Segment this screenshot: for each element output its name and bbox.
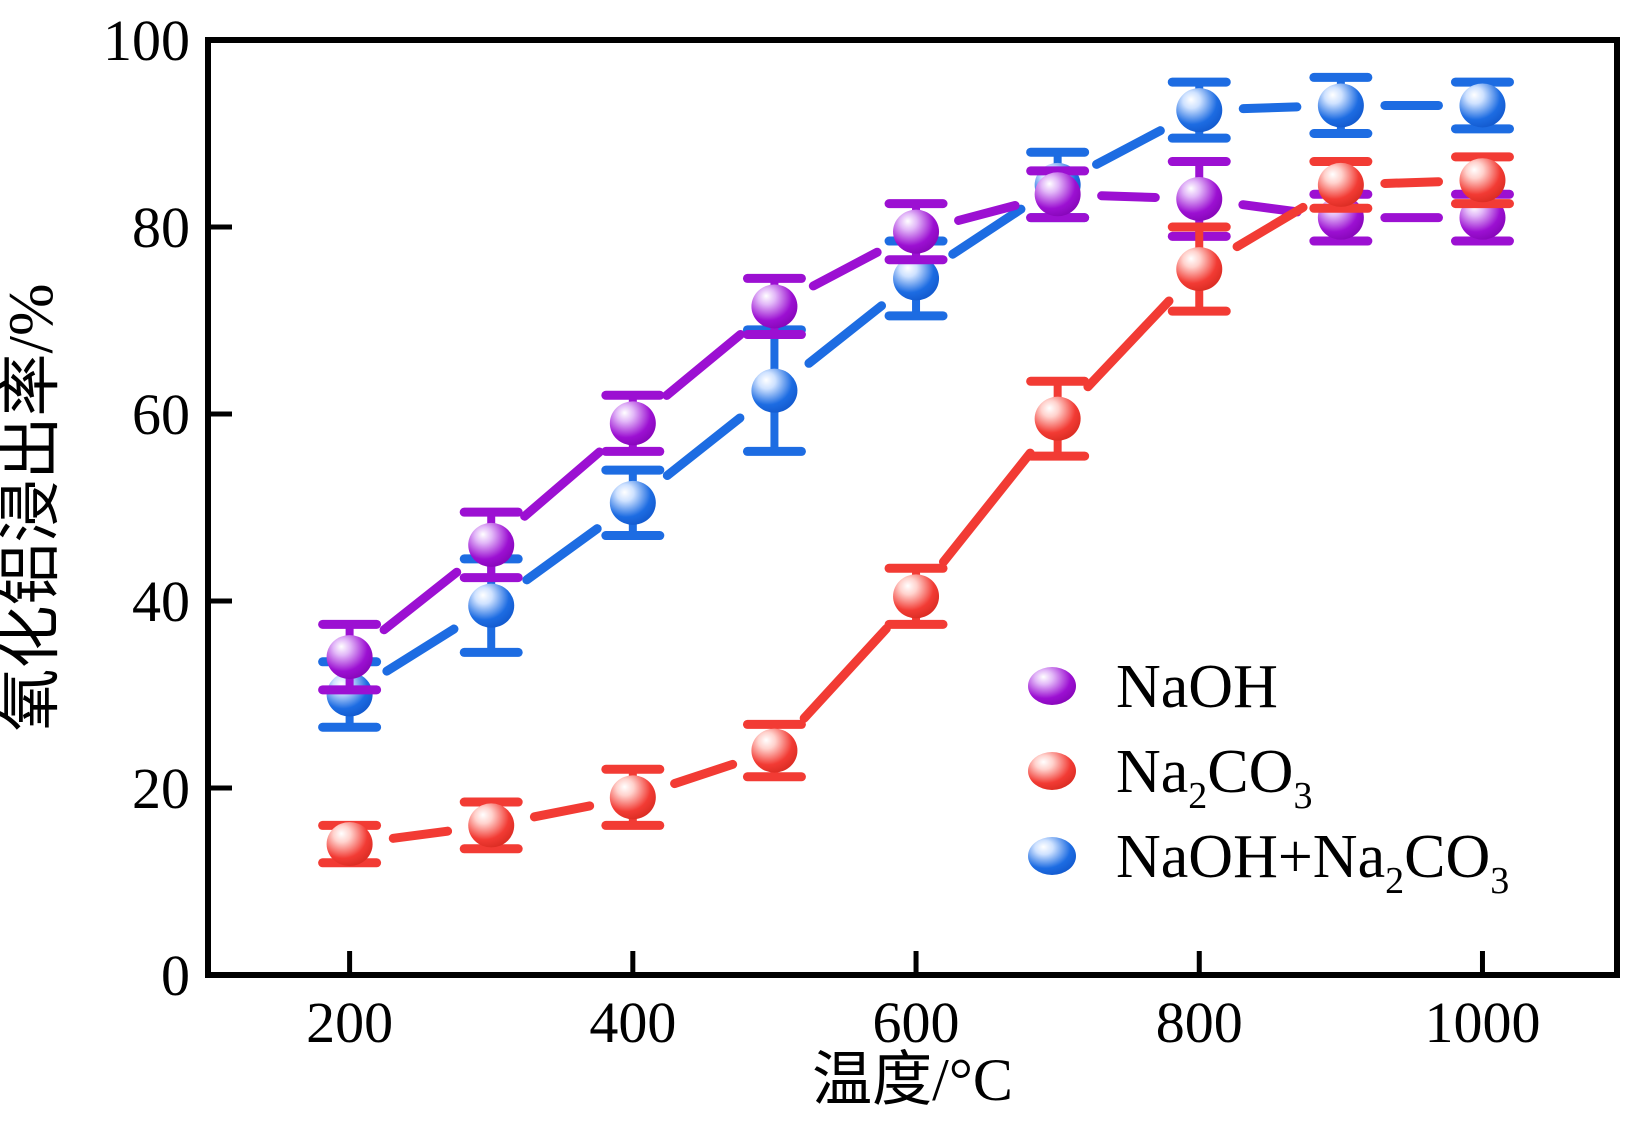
- series-line-segment: [1097, 191, 1160, 202]
- data-point-marker: [326, 672, 373, 717]
- legend-label-subscript: 2: [1188, 775, 1207, 817]
- y-tick-label: 60: [132, 382, 190, 447]
- series-line-segment: [388, 826, 453, 843]
- data-point-marker: [609, 401, 656, 446]
- y-tick-label: 40: [132, 569, 190, 634]
- legend-label-NaOH+Na2CO3: NaOH+Na2CO3: [1116, 823, 1509, 902]
- data-point-marker: [1317, 83, 1364, 128]
- data-point-marker: [1034, 396, 1081, 441]
- y-tick-label: 80: [132, 195, 190, 260]
- data-point-marker: [326, 822, 373, 867]
- data-point-marker: [468, 803, 515, 848]
- series-line-segment: [520, 447, 604, 521]
- series-line-segment: [662, 329, 745, 400]
- data-point-marker: [751, 728, 798, 773]
- data-point-marker: [609, 775, 656, 820]
- legend-label-text: CO: [1207, 738, 1293, 806]
- y-tick-label: 100: [103, 8, 190, 73]
- data-point-marker: [751, 284, 798, 329]
- legend-label-subscript: 3: [1293, 775, 1312, 817]
- y-tick-label: 20: [132, 756, 190, 821]
- y-axis-label: 氧化铝浸出率/%: [0, 284, 66, 732]
- legend-marker-Na2CO3: [1028, 752, 1076, 790]
- data-point-marker: [1176, 247, 1223, 292]
- data-point-marker: [893, 574, 940, 619]
- x-tick-label: 400: [589, 990, 676, 1055]
- data-point-marker: [893, 256, 940, 301]
- series-line-segment: [1083, 296, 1174, 392]
- legend-label-text: Na: [1116, 738, 1188, 806]
- data-point-marker: [468, 522, 515, 567]
- x-axis-label: 温度/°C: [812, 1047, 1013, 1113]
- series-line-segment: [1232, 202, 1308, 252]
- series-line-segment: [1238, 102, 1302, 114]
- series-line-segment: [1380, 177, 1443, 188]
- legend-label-text: NaOH: [1116, 653, 1278, 721]
- x-tick-label: 600: [873, 990, 960, 1055]
- x-tick-label: 1000: [1424, 990, 1540, 1055]
- data-point-marker: [1176, 88, 1223, 133]
- series-Na2CO3: [318, 152, 1514, 868]
- series-line-segment: [1238, 200, 1302, 217]
- legend-marker-NaOH: [1028, 667, 1076, 705]
- series-line-segment: [670, 759, 738, 789]
- legend-label-subscript: 3: [1490, 860, 1509, 902]
- data-point-marker: [1034, 172, 1081, 217]
- series-line-segment: [954, 201, 1020, 225]
- series-line-segment: [529, 801, 595, 822]
- legend-label-NaOH: NaOH: [1116, 653, 1278, 721]
- legend-label-subscript: 2: [1385, 860, 1404, 902]
- series-line-segment: [1092, 126, 1165, 169]
- x-tick-label: 800: [1156, 990, 1243, 1055]
- series-line-segment: [948, 204, 1026, 259]
- series-line-segment: [804, 301, 887, 368]
- data-point-marker: [609, 480, 656, 525]
- legend-marker-NaOH+Na2CO3: [1028, 837, 1076, 875]
- series-line-segment: [808, 247, 882, 291]
- legend-label-Na2CO3: Na2CO3: [1116, 738, 1312, 817]
- data-point-marker: [1459, 83, 1506, 128]
- series-line-segment: [938, 448, 1035, 567]
- data-point-marker: [751, 368, 798, 413]
- series-line-segment: [662, 413, 745, 481]
- data-point-marker: [893, 209, 940, 254]
- series-line-segment: [382, 624, 459, 676]
- series-line-segment: [522, 524, 602, 585]
- y-tick-label: 0: [161, 943, 190, 1008]
- data-point-marker: [1317, 162, 1364, 207]
- plot-frame: [205, 37, 1620, 978]
- legend-label-text: CO: [1404, 823, 1490, 891]
- series-line-segment: [799, 624, 891, 723]
- data-point-marker: [326, 635, 373, 680]
- data-point-marker: [1459, 158, 1506, 203]
- x-tick-label: 200: [306, 990, 393, 1055]
- legend-label-text: NaOH+Na: [1116, 823, 1385, 891]
- data-point-marker: [1176, 176, 1223, 221]
- data-point-marker: [468, 583, 515, 628]
- series-line-segment: [379, 567, 462, 635]
